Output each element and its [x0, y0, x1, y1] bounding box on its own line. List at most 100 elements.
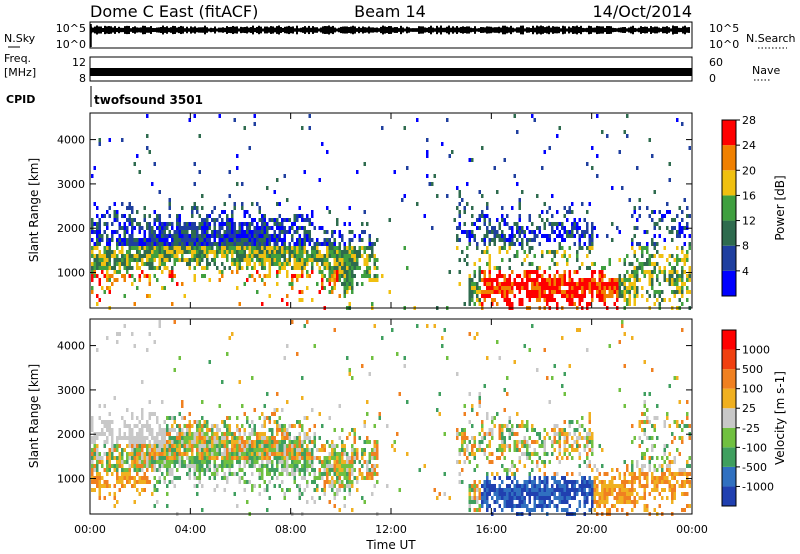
- echo-cell: [268, 270, 271, 274]
- echo-cell: [321, 226, 324, 230]
- echo-cell: [668, 210, 671, 214]
- echo-cell: [658, 282, 661, 286]
- echo-cell: [468, 452, 471, 456]
- echo-cell: [183, 444, 186, 448]
- echo-cell: [606, 472, 609, 476]
- echo-cell: [503, 388, 506, 392]
- echo-cell: [543, 234, 546, 238]
- echo-cell: [271, 448, 274, 452]
- echo-cell: [151, 444, 154, 448]
- echo-cell: [326, 258, 329, 262]
- nsky-bar: [674, 26, 676, 34]
- echo-cell: [368, 456, 371, 460]
- echo-cell: [183, 448, 186, 452]
- echo-cell: [278, 440, 281, 444]
- echo-cell: [513, 472, 516, 476]
- echo-cell: [108, 460, 111, 464]
- echo-cell: [521, 230, 524, 234]
- echo-cell: [256, 258, 259, 262]
- echo-cell: [291, 424, 294, 428]
- echo-cell: [513, 242, 516, 246]
- echo-cell: [201, 194, 204, 198]
- echo-cell: [326, 230, 329, 234]
- echo-cell: [143, 476, 146, 480]
- echo-cell: [371, 472, 374, 476]
- echo-cell: [343, 262, 346, 266]
- echo-cell: [146, 294, 149, 298]
- echo-cell: [586, 230, 589, 234]
- echo-cell: [331, 250, 334, 254]
- echo-cell: [513, 294, 516, 298]
- echo-cell: [656, 250, 659, 254]
- echo-cell: [338, 278, 341, 282]
- echo-cell: [556, 456, 559, 460]
- nsky-bar: [282, 27, 284, 33]
- echo-cell: [251, 420, 254, 424]
- echo-cell: [216, 472, 219, 476]
- echo-cell: [668, 270, 671, 274]
- echo-cell: [198, 250, 201, 254]
- echo-cell: [626, 254, 629, 258]
- echo-cell: [253, 262, 256, 266]
- echo-cell: [93, 444, 96, 448]
- echo-cell: [598, 294, 601, 298]
- echo-cell: [473, 274, 476, 278]
- echo-cell: [281, 424, 284, 428]
- echo-cell: [291, 448, 294, 452]
- echo-cell: [503, 436, 506, 440]
- echo-cell: [656, 222, 659, 226]
- echo-cell: [118, 222, 121, 226]
- echo-cell: [233, 238, 236, 242]
- echo-cell: [233, 448, 236, 452]
- echo-cell: [371, 492, 374, 496]
- echo-cell: [566, 234, 569, 238]
- echo-cell: [141, 238, 144, 242]
- echo-cell: [303, 324, 306, 328]
- echo-cell: [676, 258, 679, 262]
- echo-cell: [548, 290, 551, 294]
- echo-cell: [351, 270, 354, 274]
- echo-cell: [276, 424, 279, 428]
- echo-cell: [156, 420, 159, 424]
- echo-cell: [258, 242, 261, 246]
- echo-cell: [93, 452, 96, 456]
- echo-cell: [101, 286, 104, 290]
- echo-cell: [131, 460, 134, 464]
- echo-cell: [321, 254, 324, 258]
- echo-cell: [118, 226, 121, 230]
- echo-cell: [131, 484, 134, 488]
- echo-cell: [113, 456, 116, 460]
- echo-cell: [158, 222, 161, 226]
- nsky-bar: [262, 28, 264, 32]
- echo-cell: [286, 456, 289, 460]
- echo-cell: [241, 226, 244, 230]
- echo-cell: [181, 416, 184, 420]
- echo-cell: [471, 404, 474, 408]
- echo-cell: [303, 234, 306, 238]
- echo-cell: [438, 492, 441, 496]
- echo-cell: [263, 242, 266, 246]
- echo-cell: [551, 230, 554, 234]
- echo-cell: [583, 286, 586, 290]
- echo-cell: [533, 230, 536, 234]
- echo-cell: [263, 416, 266, 420]
- echo-cell: [213, 218, 216, 222]
- echo-cell: [643, 270, 646, 274]
- echo-cell: [423, 464, 426, 468]
- echo-cell: [293, 424, 296, 428]
- echo-cell: [276, 460, 279, 464]
- echo-cell: [526, 290, 529, 294]
- echo-cell: [333, 246, 336, 250]
- echo-cell: [186, 456, 189, 460]
- echo-cell: [188, 464, 191, 468]
- nsky-bar: [120, 27, 122, 33]
- echo-cell: [496, 274, 499, 278]
- echo-cell: [386, 424, 389, 428]
- echo-cell: [426, 150, 429, 154]
- echo-cell: [193, 440, 196, 444]
- echo-cell: [511, 464, 514, 468]
- nsky-bar: [158, 27, 160, 33]
- echo-cell: [158, 214, 161, 218]
- echo-cell: [503, 492, 506, 496]
- nsky-bar: [480, 27, 482, 33]
